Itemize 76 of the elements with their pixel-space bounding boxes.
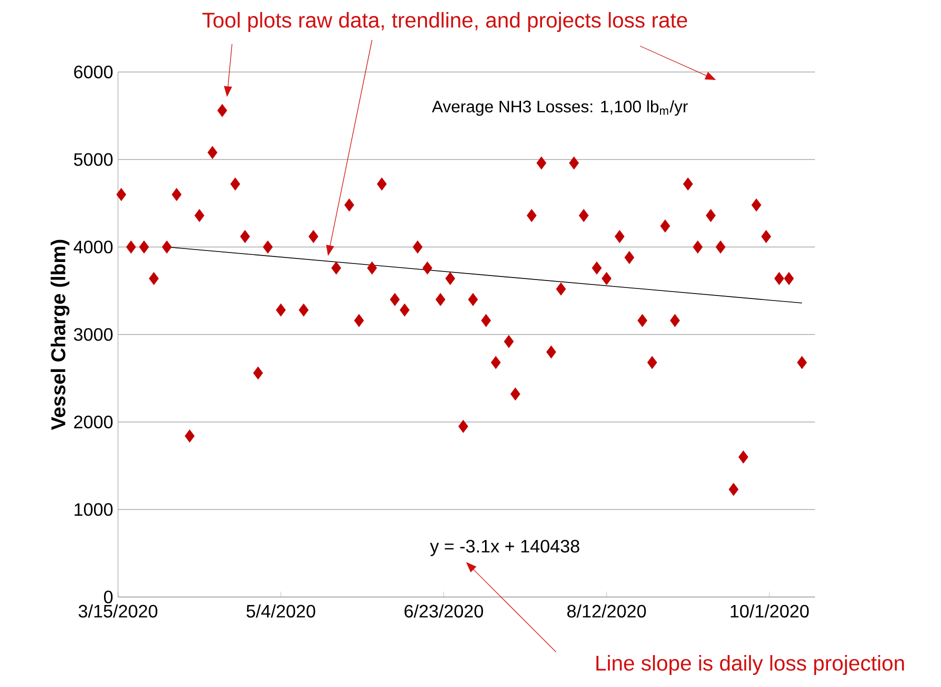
point bbox=[194, 209, 204, 222]
point bbox=[276, 304, 286, 316]
point bbox=[692, 240, 703, 254]
point bbox=[367, 262, 377, 274]
y-tick-label: 2000 bbox=[74, 416, 113, 428]
point bbox=[436, 293, 446, 306]
point bbox=[647, 356, 658, 369]
point bbox=[262, 240, 273, 254]
point bbox=[184, 430, 195, 442]
point bbox=[660, 220, 670, 232]
point bbox=[481, 314, 491, 327]
point bbox=[217, 104, 228, 117]
point bbox=[738, 450, 748, 464]
y-tick-label: 0 bbox=[104, 590, 113, 604]
point bbox=[638, 314, 648, 327]
point bbox=[510, 388, 520, 400]
point bbox=[728, 482, 738, 496]
point bbox=[546, 346, 556, 358]
y-tick-label: 1000 bbox=[74, 503, 113, 516]
point bbox=[148, 272, 159, 285]
point bbox=[784, 272, 794, 285]
point bbox=[308, 230, 318, 243]
point bbox=[390, 293, 400, 306]
point bbox=[139, 240, 149, 254]
point bbox=[624, 251, 634, 264]
y-tick-label: 3000 bbox=[74, 328, 113, 341]
point bbox=[536, 156, 546, 170]
point bbox=[445, 272, 456, 285]
point bbox=[240, 230, 250, 243]
x-tick-label: 5/4/2020 bbox=[246, 604, 316, 618]
point bbox=[162, 240, 172, 254]
annotation: y = -3.1x + 140438 bbox=[430, 540, 580, 556]
point bbox=[458, 420, 468, 433]
point bbox=[592, 262, 602, 274]
point bbox=[344, 198, 354, 212]
point bbox=[761, 230, 772, 243]
point bbox=[412, 240, 423, 254]
point bbox=[354, 314, 364, 327]
point bbox=[578, 209, 589, 222]
point bbox=[208, 146, 218, 159]
point bbox=[504, 335, 514, 348]
point bbox=[253, 366, 263, 380]
point bbox=[706, 209, 716, 222]
annotation: Average NH3 Losses: 1,100 lb$_{m}$/yr bbox=[432, 100, 688, 116]
point bbox=[683, 178, 693, 190]
point bbox=[602, 272, 612, 285]
x-tick-label: 3/15/2020 bbox=[78, 604, 158, 618]
text: Line slope is daily loss projection bbox=[596, 655, 904, 675]
point bbox=[490, 356, 501, 369]
point bbox=[331, 262, 342, 274]
point bbox=[716, 240, 726, 254]
point bbox=[400, 304, 410, 316]
point bbox=[116, 188, 126, 201]
point bbox=[556, 282, 566, 296]
y-tick-label: 5000 bbox=[74, 153, 113, 166]
point bbox=[797, 356, 807, 369]
x-tick-label: 6/23/2020 bbox=[404, 604, 484, 618]
point bbox=[126, 240, 136, 254]
point bbox=[526, 209, 537, 222]
point bbox=[752, 198, 762, 212]
point bbox=[670, 314, 680, 327]
x-tick-label: 10/1/2020 bbox=[730, 604, 809, 618]
x-tick-label: 8/12/2020 bbox=[567, 604, 646, 618]
point bbox=[298, 304, 309, 316]
point bbox=[468, 293, 478, 306]
y-tick-label: 4000 bbox=[74, 240, 113, 254]
point bbox=[422, 262, 432, 274]
y-axis-title: Vessel Charge (lbm) bbox=[50, 240, 70, 430]
point bbox=[230, 178, 240, 190]
point bbox=[172, 188, 182, 201]
y-tick-label: 6000 bbox=[74, 66, 113, 78]
text: Tool plots raw data, trendline, and projects loss rate bbox=[202, 12, 688, 32]
point bbox=[614, 230, 624, 243]
point bbox=[376, 178, 387, 190]
point bbox=[774, 272, 784, 285]
point bbox=[569, 156, 579, 170]
